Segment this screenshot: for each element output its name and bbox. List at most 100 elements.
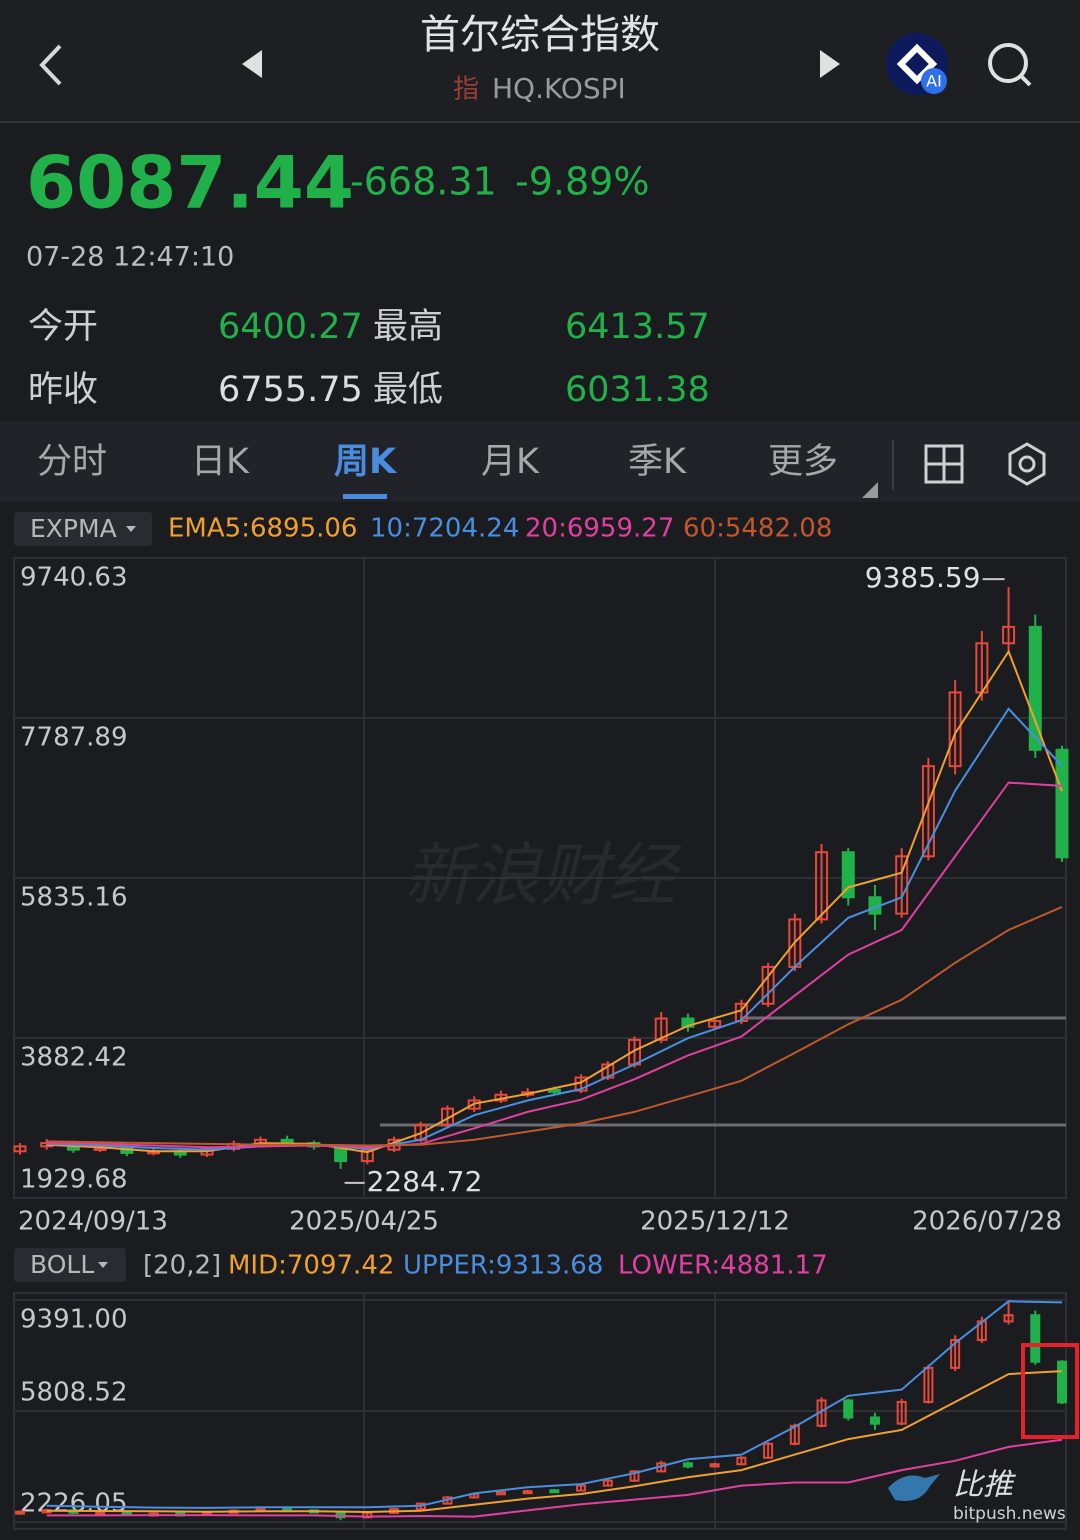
tab[interactable]: 周K (334, 442, 398, 482)
expma-selector[interactable]: EXPMA (14, 512, 152, 546)
settings-button[interactable] (1008, 442, 1046, 486)
candle-body (736, 1456, 747, 1466)
indicator-name: EXPMA (30, 514, 117, 543)
candle-body (1028, 625, 1042, 751)
search-icon (988, 43, 1028, 83)
legend-entry: EMA5:6895.06 (168, 514, 357, 544)
badge: 指 (453, 75, 479, 105)
candle-body (709, 1463, 720, 1468)
stats: 今开 6400.27 最高 6413.57 昨收 6755.75 最低 6031.38 (28, 307, 710, 410)
legend-entry: MID:7097.42 (228, 1251, 394, 1281)
candle-body (1003, 1314, 1014, 1323)
settings-icon (1008, 442, 1046, 486)
candle-body (1002, 625, 1016, 645)
next-button[interactable] (820, 50, 840, 78)
back-button[interactable] (39, 44, 62, 86)
price: 6087.44 (26, 141, 354, 225)
search-button[interactable] (988, 43, 1032, 87)
indicator-button (14, 1248, 126, 1282)
stat-value: 6413.57 (565, 307, 710, 347)
candle-body (1030, 1314, 1041, 1363)
y-tick-label: 9391.00 (20, 1305, 128, 1335)
search-icon-handle (1019, 74, 1032, 87)
stat-label: 最低 (373, 370, 443, 410)
code: HQ.KOSPI (492, 72, 626, 105)
candle-body (815, 851, 829, 921)
candle-body (950, 1339, 961, 1369)
candle-body (440, 1107, 454, 1127)
indicator-line (46, 1300, 1063, 1509)
candle-body (841, 851, 855, 899)
watermark: 新浪财经 (404, 837, 682, 916)
indicator-line (46, 781, 1063, 1149)
stat-label: 最高 (373, 307, 443, 347)
legend-entry: UPPER:9313.68 (403, 1251, 603, 1281)
time: 07-28 12:47:10 (26, 242, 234, 273)
stat-label: 今开 (28, 307, 98, 347)
candle-body (869, 1416, 880, 1425)
title: 首尔综合指数 (420, 12, 660, 58)
more-corner (862, 482, 878, 498)
boll-params: [20,2] (143, 1251, 221, 1281)
candle-body (95, 1511, 106, 1516)
stat-value: 6755.75 (218, 370, 363, 410)
y-tick-label: 9740.63 (20, 563, 128, 593)
candle-body (1057, 1360, 1067, 1404)
plot: 9740.63 7787.89 5835.16 3882.42 1929.68 EMA5:… (13, 514, 1069, 1523)
indicator-button (14, 512, 152, 546)
tab[interactable]: 季K (628, 442, 687, 482)
change-pct: -9.89% (515, 160, 649, 204)
candle-body (896, 1400, 907, 1425)
tab[interactable]: 更多 (768, 442, 838, 482)
layout-button[interactable] (924, 444, 964, 484)
tab[interactable]: 日K (191, 442, 250, 482)
x-tick-label: 2025/12/12 (640, 1207, 790, 1237)
tabs-bg (0, 422, 1080, 502)
candle-body (495, 1491, 506, 1496)
legend-entry: LOWER:4881.17 (618, 1251, 828, 1281)
candle-body (948, 691, 962, 768)
candle-body (467, 1099, 481, 1110)
candle-body (602, 1479, 613, 1487)
settings-icon-center (1018, 455, 1036, 473)
dropdown-caret (126, 526, 136, 532)
max-label: 9385.59 (865, 561, 981, 594)
candle-body (121, 1511, 132, 1516)
boll-selector[interactable]: BOLL (14, 1248, 126, 1282)
y-tick-label: 7787.89 (20, 723, 128, 753)
candle-body (13, 1145, 27, 1153)
y-tick-label: 3882.42 (20, 1042, 128, 1072)
indicator-line (46, 707, 1063, 1151)
stat-label: 昨收 (28, 370, 98, 410)
indicator-name: BOLL (30, 1250, 94, 1279)
y-tick-label: 5835.16 (20, 882, 128, 912)
candle-body (629, 1470, 640, 1482)
highlight-box (1021, 1343, 1079, 1439)
candle-body (576, 1484, 587, 1492)
watermark-url: bitpush.news (953, 1504, 1066, 1524)
candle-body (522, 1490, 533, 1495)
candle-body (923, 1366, 934, 1403)
prev-button[interactable] (242, 50, 262, 78)
indicator-line (46, 1370, 1063, 1514)
legend-entry: 10:7204.24 (370, 514, 519, 544)
change: -668.31 (350, 160, 497, 204)
y-tick-label: 1929.68 (20, 1165, 128, 1195)
y-tick-label: 5808.52 (20, 1378, 128, 1408)
candle-body (763, 1442, 774, 1459)
legend-entry: 60:5482.08 (683, 514, 832, 544)
x-tick-label: 2026/07/28 (912, 1207, 1062, 1237)
candle-body (654, 1017, 668, 1041)
legend-entry: 20:6959.27 (525, 514, 674, 544)
ai-badge-text: AI (926, 72, 942, 91)
tab[interactable]: 月K (481, 442, 540, 482)
candle-body (547, 1088, 561, 1093)
candle-body (843, 1399, 854, 1419)
ai-button[interactable]: AI (886, 33, 948, 95)
tab[interactable]: 分时 (37, 442, 107, 482)
candle-body (1055, 748, 1069, 859)
tab-indicator (343, 494, 387, 499)
tabs: 分时 日K 周K 月K 季K 更多 (37, 442, 838, 499)
